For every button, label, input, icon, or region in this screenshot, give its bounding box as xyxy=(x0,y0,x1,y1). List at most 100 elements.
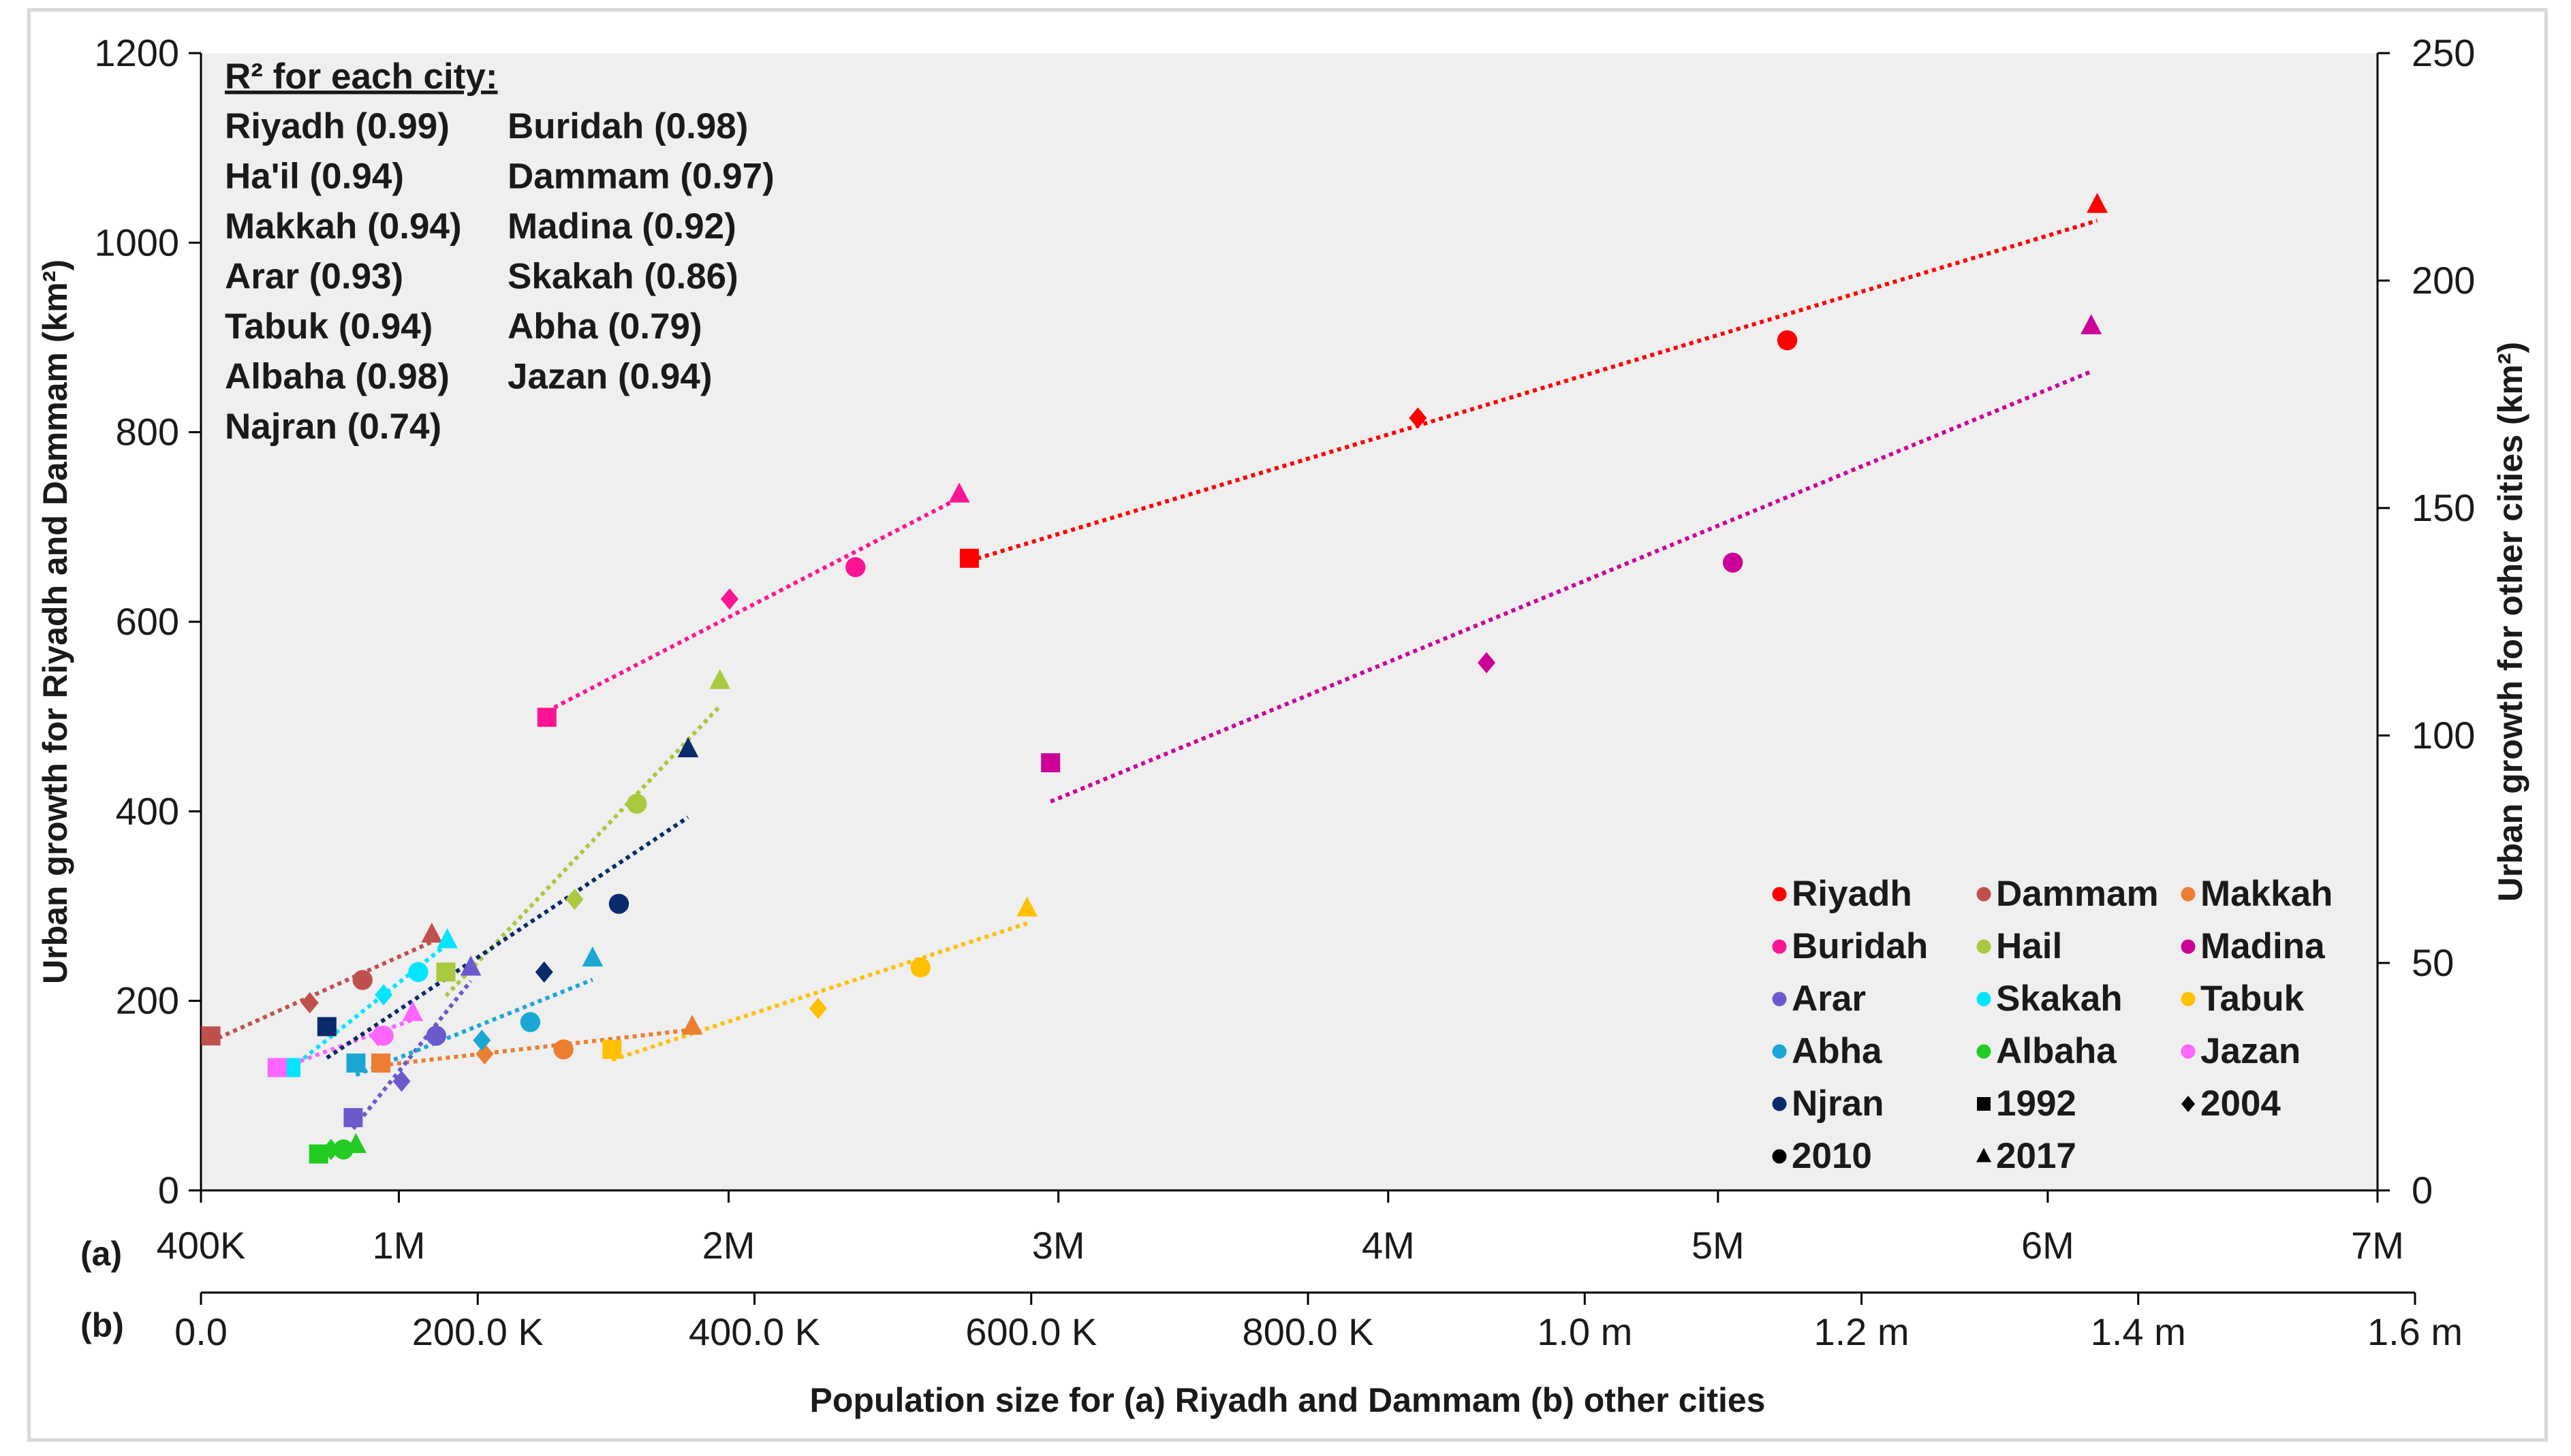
right-y-axis: 0 50 100 150 200 250 xyxy=(2376,31,2475,1212)
legend-label: 2010 xyxy=(1792,1136,1872,1176)
abha-2004-point xyxy=(473,1029,491,1051)
left-y-tick-label: 200 xyxy=(116,979,179,1022)
r2-entry: Ha'il (0.94) xyxy=(225,157,404,197)
dammam-2017-point xyxy=(421,922,443,943)
njran-2010-point xyxy=(608,893,629,914)
legend-marker xyxy=(1976,1044,1991,1059)
left-y-tick-label: 1000 xyxy=(94,221,179,264)
legend-label: Hail xyxy=(1996,926,2062,966)
trendline-njran xyxy=(326,815,689,1060)
x-b-tick-label: 1.0 m xyxy=(1537,1310,1632,1353)
legend-label: Albaha xyxy=(1996,1031,2117,1071)
njran-2004-point xyxy=(535,961,553,983)
r2-entry: Abha (0.79) xyxy=(508,306,702,347)
right-y-tick-label: 150 xyxy=(2412,486,2475,529)
legend-marker xyxy=(2181,939,2196,954)
dammam-2004-point xyxy=(300,992,319,1014)
hail-1992-point xyxy=(436,962,456,982)
r2-entry: Madina (0.92) xyxy=(508,206,736,247)
x-a-tick-label: 1M xyxy=(373,1224,426,1267)
madina-1992-point xyxy=(1041,753,1061,773)
data-points xyxy=(201,193,2108,1164)
legend-marker xyxy=(1772,1096,1787,1111)
tabuk-2017-point xyxy=(1016,896,1038,917)
legend-marker xyxy=(1772,939,1787,954)
legend-marker xyxy=(1772,1044,1787,1059)
albaha-2017-point xyxy=(345,1133,367,1154)
buridah-2004-point xyxy=(720,588,738,610)
makkah-1992-point xyxy=(371,1053,391,1073)
x-a-tick-label: 2M xyxy=(702,1224,755,1267)
hail-2010-point xyxy=(627,793,647,814)
legend-label: Arar xyxy=(1792,979,1866,1019)
jazan-2010-point xyxy=(373,1026,394,1046)
trendline-makkah xyxy=(380,1028,693,1068)
arar-2004-point xyxy=(392,1071,411,1092)
arar-2017-point xyxy=(460,955,482,976)
riyadh-1992-point xyxy=(959,548,979,568)
legend-label: 2004 xyxy=(2200,1083,2281,1124)
x-a-tick-label: 400K xyxy=(157,1224,246,1267)
x-b-tick-label: 1.6 m xyxy=(2367,1310,2463,1353)
trendline-riyadh xyxy=(969,219,2098,563)
riyadh-2004-point xyxy=(1409,407,1427,429)
abha-2010-point xyxy=(520,1012,541,1032)
legend-marker xyxy=(1976,1148,1991,1162)
legend-marker xyxy=(2181,992,2196,1007)
tabuk-2004-point xyxy=(809,998,827,1019)
x-b-tick-label: 400.0 K xyxy=(689,1310,820,1353)
jazan-1992-point xyxy=(267,1058,287,1077)
arar-1992-point xyxy=(343,1108,363,1128)
plot-area xyxy=(201,53,2378,1190)
jazan-2017-point xyxy=(402,1000,424,1022)
r2-entry: Riyadh (0.99) xyxy=(225,106,450,146)
dammam-1992-point xyxy=(201,1026,221,1046)
r2-entry: Jazan (0.94) xyxy=(508,357,712,397)
r2-entry: Arar (0.93) xyxy=(225,257,403,297)
x-a-tick-label: 4M xyxy=(1362,1224,1415,1267)
x-b-tick-label: 600.0 K xyxy=(965,1310,1097,1353)
legend-marker xyxy=(1772,1149,1787,1164)
x-b-tick-label: 0.0 xyxy=(174,1310,228,1353)
x-a-tick-label: 3M xyxy=(1032,1224,1085,1267)
tabuk-2010-point xyxy=(910,957,931,978)
x-axis-a: 400K 1M 2M 3M 4M 5M 6M 7M xyxy=(157,1189,2404,1267)
legend-marker xyxy=(1976,887,1991,902)
x-axis-title: Population size for (a) Riyadh and Damma… xyxy=(810,1381,1766,1419)
r2-entry: Tabuk (0.94) xyxy=(225,306,433,347)
r-squared-annotation: R² for each city: Riyadh (0.99) Buridah (… xyxy=(225,57,775,447)
skakah-2017-point xyxy=(437,928,458,949)
x-a-tick-label: 5M xyxy=(1692,1224,1745,1267)
abha-2017-point xyxy=(582,946,604,967)
buridah-2017-point xyxy=(948,482,970,503)
r2-entry: Buridah (0.98) xyxy=(508,106,748,146)
tabuk-1992-point xyxy=(602,1039,622,1059)
r2-heading: R² for each city: xyxy=(225,57,498,97)
legend-label: 1992 xyxy=(1996,1083,2076,1124)
r2-entry: Najran (0.74) xyxy=(225,407,441,447)
trendline-abha xyxy=(355,977,593,1077)
njran-1992-point xyxy=(317,1017,337,1036)
x-a-tick-label: 7M xyxy=(2351,1224,2404,1267)
left-y-tick-label: 800 xyxy=(116,411,179,454)
legend-marker xyxy=(2181,887,2196,902)
left-y-tick-label: 0 xyxy=(158,1169,179,1212)
right-y-tick-label: 250 xyxy=(2412,31,2475,74)
x-b-tick-label: 200.0 K xyxy=(412,1310,544,1353)
njran-2017-point xyxy=(677,737,699,757)
dammam-2010-point xyxy=(352,970,373,990)
left-y-tick-label: 600 xyxy=(116,600,179,643)
buridah-2010-point xyxy=(845,557,866,577)
skakah-2004-point xyxy=(375,984,393,1006)
legend-marker xyxy=(1772,992,1787,1007)
madina-2010-point xyxy=(1722,552,1743,573)
arar-2010-point xyxy=(426,1026,447,1046)
legend-marker xyxy=(2181,1096,2195,1112)
left-y-tick-label: 1200 xyxy=(94,31,179,74)
riyadh-2017-point xyxy=(2087,193,2108,213)
y-axis-right-title: Urban growth for other cities (km²) xyxy=(2491,342,2529,902)
makkah-2017-point xyxy=(681,1015,703,1035)
legend-label: 2017 xyxy=(1996,1136,2076,1176)
trendline-arar xyxy=(352,979,473,1130)
legend-label: Tabuk xyxy=(2200,979,2305,1019)
